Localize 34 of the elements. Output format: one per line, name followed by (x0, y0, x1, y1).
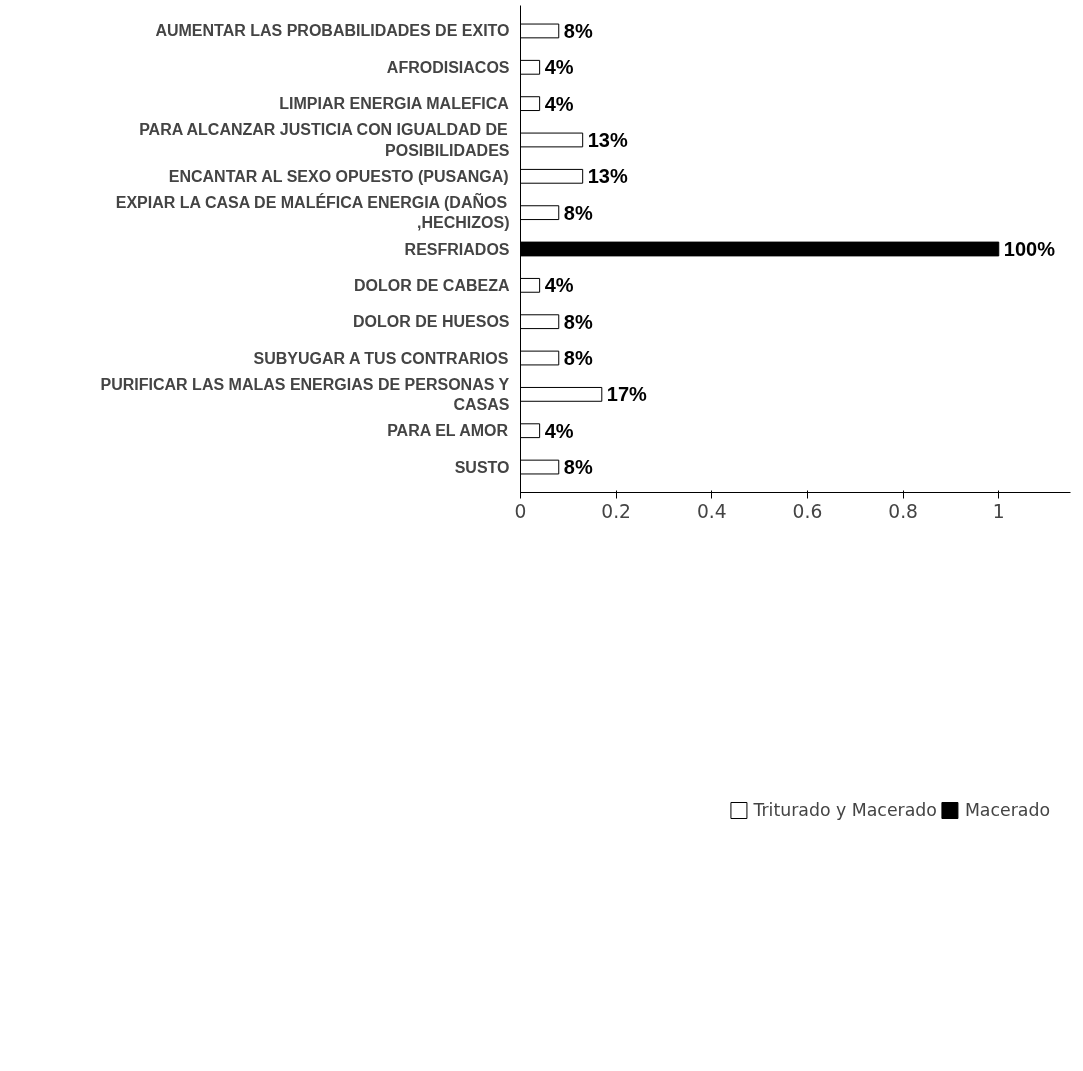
y-tick-label: SUSTO (454, 458, 510, 476)
data-label: 13% (587, 165, 628, 188)
x-tick-label: 0.6 (792, 500, 823, 522)
data-label: 8% (563, 347, 593, 370)
data-label: 4% (544, 274, 574, 297)
y-tick-label: PARA ALCANZAR JUSTICIA CON IGUALDAD DE POSIBILIDADES (139, 121, 510, 159)
y-tick-label: EXPIAR LA CASA DE MALÉFICA ENERGIA (DAÑOS ,HECHIZOS) (115, 191, 510, 232)
data-label: 4% (544, 419, 574, 442)
x-tick-label: 0 (514, 500, 527, 522)
y-tick-label: RESFRIADOS (404, 240, 510, 258)
y-tick-label: AFRODISIACOS (386, 58, 510, 76)
data-label: 8% (563, 310, 593, 333)
x-tick-label: 0.8 (888, 500, 918, 522)
y-tick-label: AUMENTAR LAS PROBABILIDADES DE EXITO (155, 22, 510, 40)
y-tick-label: DOLOR DE HUESOS (353, 313, 510, 331)
data-label: 4% (544, 56, 574, 79)
data-label: 4% (544, 92, 574, 115)
data-label: 8% (563, 201, 593, 224)
y-tick-label: DOLOR DE CABEZA (353, 276, 510, 294)
data-label: 8% (563, 456, 593, 479)
x-tick-label: 0.2 (601, 500, 631, 522)
y-tick-label: SUBYUGAR A TUS CONTRARIOS (253, 349, 509, 367)
y-tick-label: PARA EL AMOR (387, 422, 509, 440)
y-tick-label: ENCANTAR AL SEXO OPUESTO (PUSANGA) (168, 167, 509, 185)
x-tick-label: 0.4 (696, 500, 727, 522)
legend-label: Triturado y Macerado (753, 800, 937, 820)
data-label: 100% (1003, 238, 1056, 260)
legend-label: Macerado (964, 800, 1050, 820)
x-tick-label: 1 (992, 500, 1005, 522)
y-tick-label: PURIFICAR LAS MALAS ENERGIAS DE PERSONAS Y CASAS (100, 375, 510, 414)
data-label: 13% (587, 128, 628, 151)
data-label: 8% (563, 19, 593, 42)
y-tick-label: LIMPIAR ENERGIA MALEFICA (279, 95, 510, 113)
data-label: 17% (606, 383, 648, 406)
